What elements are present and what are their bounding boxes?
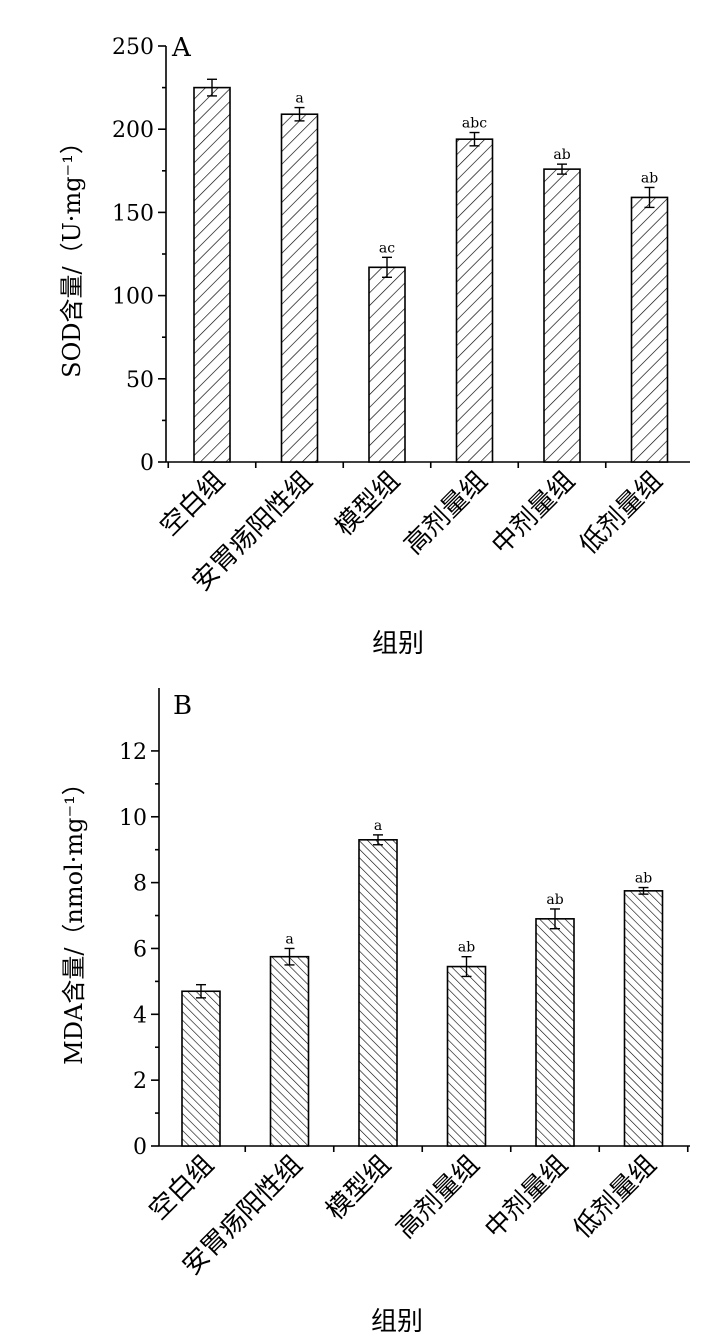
y-tick-label: 100 (112, 285, 154, 310)
category-label: 模型组 (330, 466, 406, 542)
category-label: 高剂量组 (391, 1150, 486, 1245)
bar-5 (543, 168, 581, 463)
bars-a: a ac abc ab ab (193, 78, 669, 463)
significance-label: a (285, 931, 293, 947)
bar-1 (193, 86, 231, 463)
significance-label: abc (462, 116, 487, 132)
category-label: 高剂量组 (399, 466, 494, 561)
bar-3 (368, 266, 406, 463)
significance-label: ab (546, 892, 563, 908)
category-label: 低剂量组 (568, 1150, 663, 1245)
category-label: 模型组 (321, 1150, 397, 1226)
panel-label-b: B (173, 691, 192, 721)
category-label: 中剂量组 (486, 466, 581, 561)
bar-6 (630, 196, 669, 463)
significance-label: ab (553, 147, 570, 163)
x-axis-title-a: 组别 (372, 629, 424, 659)
y-tick-label: 250 (112, 35, 154, 60)
bar-1 (181, 990, 221, 1147)
bar-6 (623, 890, 664, 1147)
significance-label: a (295, 91, 303, 107)
significance-label: ac (379, 240, 395, 256)
bar-2 (280, 113, 319, 463)
y-tick-label: 4 (133, 1003, 147, 1028)
y-tick-label: 6 (133, 937, 147, 962)
y-ticks-a: 0 50 100 150 200 250 (112, 35, 607, 476)
y-ticks-b: 0 2 4 6 8 10 12 (119, 740, 689, 1160)
y-axis-title-a: SOD含量/（U·mg⁻¹） (58, 130, 86, 378)
significance-label: ab (458, 940, 475, 956)
y-axis-title-b: MDA含量/（nmol·mg⁻¹） (60, 771, 88, 1065)
significance-label: a (374, 818, 382, 834)
y-tick-label: 200 (112, 118, 154, 143)
y-tick-label: 0 (140, 451, 154, 476)
y-tick-label: 2 (133, 1069, 147, 1094)
bar-5 (535, 918, 575, 1147)
y-tick-label: 0 (133, 1135, 147, 1160)
y-tick-label: 8 (133, 872, 147, 897)
bar-2 (269, 955, 310, 1147)
bar-4 (446, 965, 487, 1147)
panel-label-a: A (171, 33, 192, 63)
x-axis-title-b: 组别 (371, 1307, 423, 1337)
y-tick-label: 150 (112, 201, 154, 226)
category-label: 低剂量组 (574, 466, 669, 561)
bars-b: a a ab ab ab (181, 818, 664, 1147)
y-tick-label: 10 (119, 806, 147, 831)
category-label: 中剂量组 (479, 1150, 574, 1245)
bar-4 (455, 138, 494, 463)
significance-label: ab (641, 170, 658, 186)
category-label: 空白组 (144, 1150, 220, 1226)
y-tick-label: 12 (119, 740, 147, 765)
category-label: 空白组 (155, 466, 231, 542)
y-tick-label: 50 (126, 368, 154, 393)
significance-label: ab (635, 871, 652, 887)
bar-3 (358, 839, 398, 1147)
